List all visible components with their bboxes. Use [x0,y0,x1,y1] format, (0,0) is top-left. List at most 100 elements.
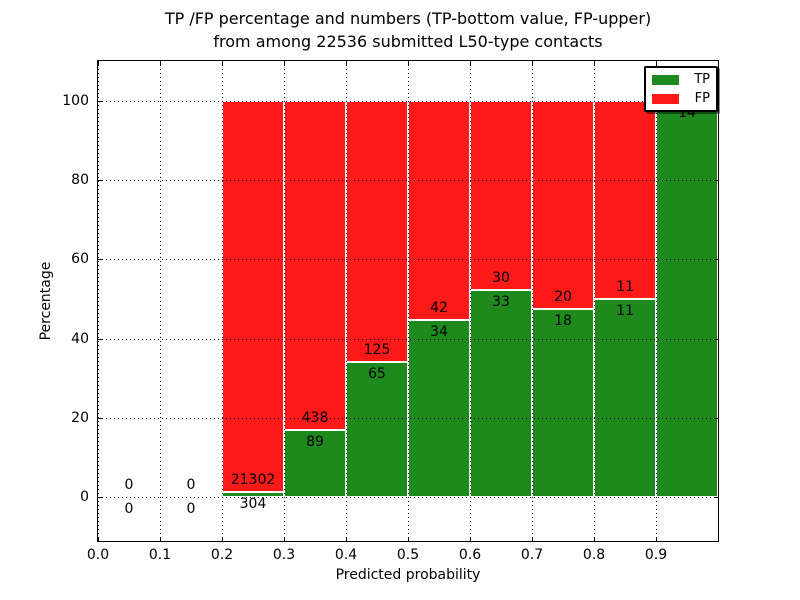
bar-tp-segment [594,299,656,498]
fp-count-label: 21302 [230,471,276,488]
x-tick-label: 0.5 [396,547,420,563]
bar-tp-segment [470,289,532,498]
x-tick-label: 0.8 [582,547,606,563]
y-tick-left [98,259,102,261]
y-tick-right [714,497,718,499]
bar-tp-segment [346,361,408,498]
y-tick-left [98,100,102,102]
x-tick-bottom [470,537,471,541]
tp-count-label: 11 [616,303,634,320]
x-tick-bottom [346,537,347,541]
y-axis-label: Percentage [38,261,54,341]
x-tick-top [284,61,285,65]
y-tick-label: 0 [80,489,89,506]
x-tick-bottom [222,537,223,541]
gridline-vertical [222,61,223,541]
y-tick-right [714,259,718,261]
bar-fp-segment [532,100,594,310]
gridline-vertical [532,61,533,541]
y-tick-right [714,338,718,340]
x-tick-bottom [532,537,533,541]
legend-swatch-tp-icon [652,74,679,85]
y-tick-label: 80 [71,172,89,188]
y-tick-label: 100 [62,92,89,109]
chart-title-line1: TP /FP percentage and numbers (TP-bottom… [164,9,652,28]
x-tick-bottom [284,537,285,541]
gridline-vertical [284,61,285,541]
x-tick-top [594,61,595,65]
tp-count-label: 65 [368,365,386,382]
bar-tp-segment [656,100,718,498]
tp-count-label: 18 [554,313,572,330]
y-tick-right [714,180,718,181]
x-tick-label: 0.6 [458,547,482,563]
legend-item-fp: FP [652,92,710,105]
fp-count-label: 42 [430,299,448,316]
legend-swatch-fp-icon [652,93,679,104]
tp-count-label: 89 [306,434,324,451]
bar-tp-segment [532,309,594,498]
gridline-vertical [160,61,161,541]
x-tick-label: 0.1 [148,547,172,563]
bar-fp-segment [594,100,656,299]
x-tick-label: 0.0 [86,547,110,563]
bar-tp-segment [284,430,346,498]
legend: TP FP [644,66,718,112]
x-tick-bottom [160,537,161,541]
x-tick-top [656,61,657,65]
fp-count-label: 0 [186,477,196,494]
plot-area: 0000213023044388912565423430332018111101… [97,60,719,542]
tp-count-label: 304 [239,495,267,512]
x-tick-label: 0.3 [272,547,296,563]
tp-count-label: 33 [492,293,510,310]
bar-tp-segment [408,319,470,498]
y-tick-right [714,418,718,420]
y-tick-left [98,497,102,499]
fp-count-label: 11 [616,279,634,296]
x-tick-top [532,61,533,65]
legend-label-fp: FP [694,91,710,106]
gridline-vertical [656,61,657,541]
bar-fp-segment [222,100,284,492]
y-tick-label: 20 [71,410,89,427]
y-tick-label: 40 [71,330,89,347]
x-tick-bottom [408,537,409,541]
x-tick-label: 0.7 [520,547,544,563]
chart-title: TP /FP percentage and numbers (TP-bottom… [97,7,719,53]
fp-count-label: 0 [124,477,134,494]
fp-count-label: 438 [301,410,329,427]
tp-count-label: 34 [430,323,448,340]
x-tick-top [346,61,347,65]
gridline-vertical [470,61,471,541]
gridline-vertical [594,61,595,541]
legend-label-tp: TP [694,72,710,87]
bar-fp-segment [284,100,346,431]
x-tick-bottom [594,537,595,541]
y-tick-label: 60 [71,251,89,268]
fp-count-label: 20 [554,289,572,306]
tp-count-label: 0 [124,501,134,518]
y-tick-left [98,338,102,340]
y-tick-left [98,418,102,420]
x-tick-top [408,61,409,65]
x-tick-top [160,61,161,65]
chart-title-line2: from among 22536 submitted L50-type cont… [213,32,603,51]
x-tick-bottom [656,537,657,541]
legend-item-tp: TP [652,73,710,86]
fp-count-label: 125 [363,341,391,358]
x-tick-top [470,61,471,65]
x-tick-top [98,61,99,65]
x-tick-label: 0.9 [644,547,668,563]
gridline-vertical [346,61,347,541]
bar-fp-segment [346,100,408,362]
fp-count-label: 30 [492,269,510,286]
x-tick-top [222,61,223,65]
bar-fp-segment [470,100,532,290]
x-tick-label: 0.4 [334,547,358,563]
x-tick-label: 0.2 [210,547,234,563]
y-tick-left [98,180,102,181]
x-axis-label: Predicted probability [335,567,481,583]
bar-fp-segment [408,100,470,320]
x-tick-bottom [98,537,99,541]
